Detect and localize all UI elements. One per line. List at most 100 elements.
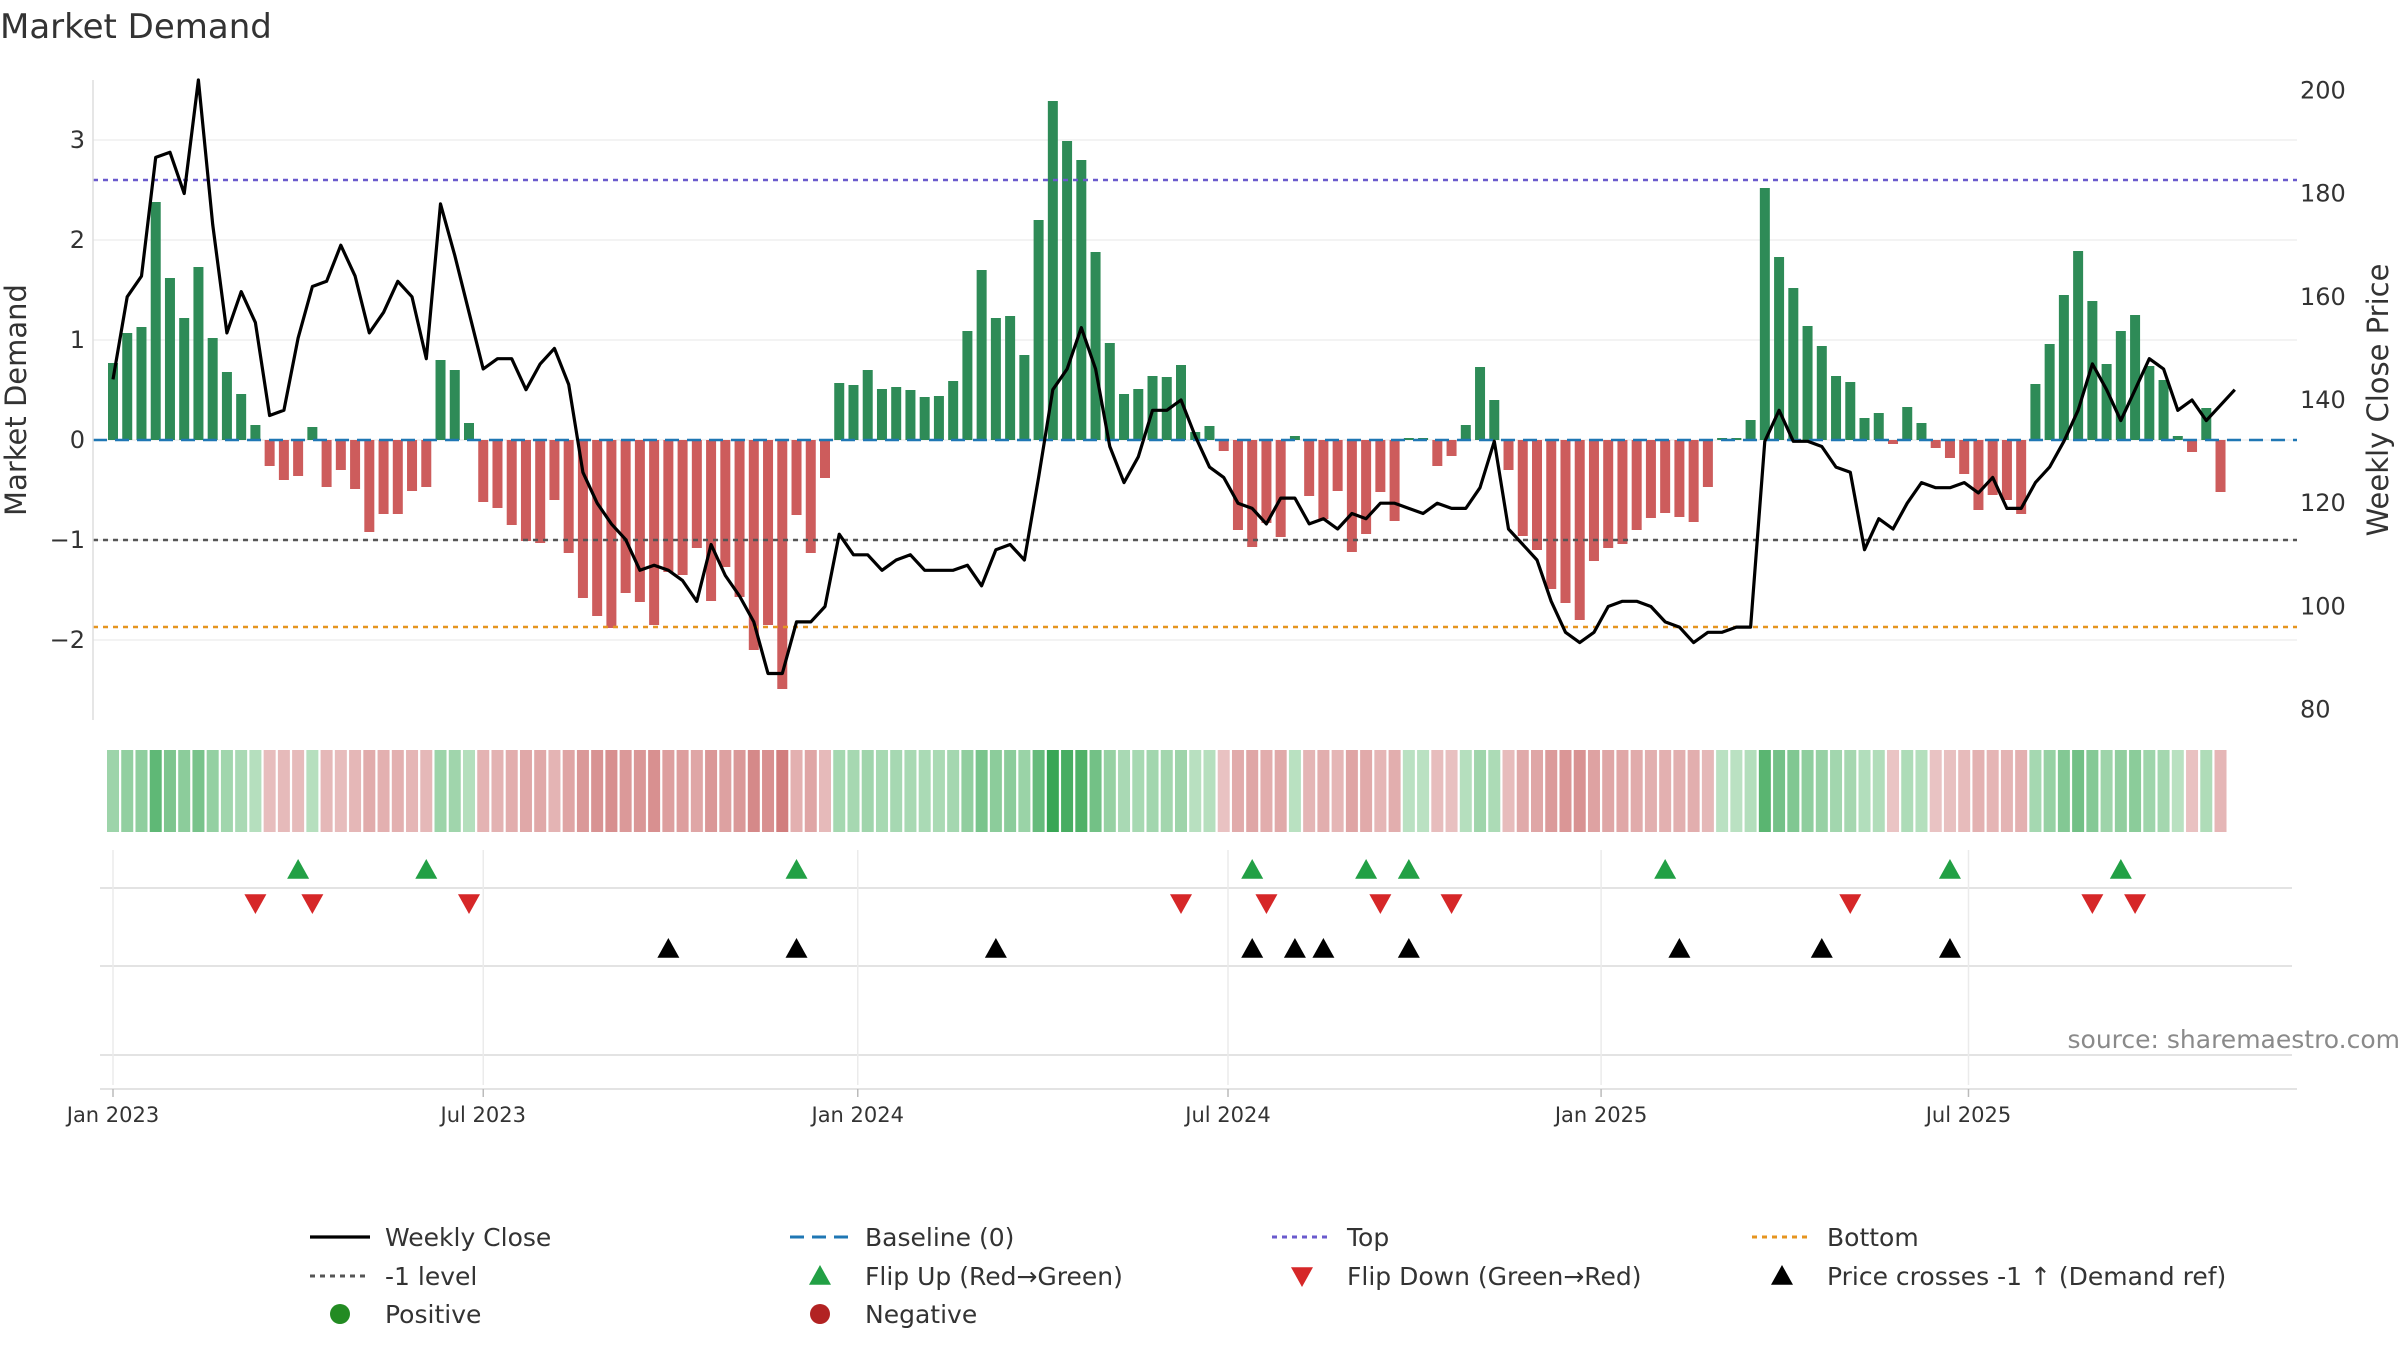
heat-cell [591, 750, 604, 832]
demand-bar [278, 440, 289, 480]
heat-cell [1146, 750, 1159, 832]
x-tick-label: Jul 2024 [1183, 1103, 1270, 1127]
legend-label: Price crosses -1 ↑ (Demand ref) [1827, 1262, 2226, 1291]
demand-bar [1261, 440, 1272, 523]
demand-bar [820, 440, 830, 478]
gridlines [93, 139, 2297, 641]
demand-bar [1774, 257, 1785, 440]
heat-cell [1616, 750, 1629, 832]
legend-label: Top [1346, 1223, 1389, 1252]
heat-cell [1331, 750, 1344, 832]
heat-cell [1744, 750, 1757, 832]
heat-cell [149, 750, 162, 832]
demand-bar [1532, 440, 1542, 550]
heat-cell [406, 750, 419, 832]
flip-down-marker [1255, 894, 1278, 914]
demand-bar [1332, 440, 1343, 491]
heat-cell [947, 750, 960, 832]
heat-cell [391, 750, 404, 832]
demand-bar [1603, 440, 1614, 548]
heat-cell [1644, 750, 1657, 832]
y2-tick-label: 140 [2300, 386, 2346, 414]
heat-cell [1459, 750, 1472, 832]
heat-cell [1217, 750, 1230, 832]
flip-down-marker [2081, 894, 2104, 914]
heat-cell [1061, 750, 1074, 832]
heat-cell [135, 750, 148, 832]
demand-bar [1119, 394, 1130, 440]
demand-bar [1503, 440, 1514, 470]
heat-cell [1901, 750, 1914, 832]
demand-bar [592, 440, 603, 616]
heat-cell [1417, 750, 1430, 832]
heat-cell [1445, 750, 1458, 832]
flip-up-marker [1938, 859, 1961, 879]
heat-cell [1246, 750, 1259, 832]
weekly-close-line [111, 78, 2236, 676]
demand-bar [250, 425, 261, 440]
demand-bar [1005, 316, 1016, 440]
heat-cell [1815, 750, 1828, 832]
demand-bar [1389, 440, 1400, 521]
demand-bar [1019, 355, 1030, 440]
demand-bar [748, 440, 759, 650]
x-tick-label: Jul 2025 [1924, 1103, 2011, 1127]
flip-up-marker [2109, 859, 2132, 879]
flip-down-marker [1839, 894, 1862, 914]
demand-bar [2158, 380, 2169, 440]
demand-bar [221, 372, 232, 440]
legend-label: Baseline (0) [865, 1223, 1014, 1252]
heat-cell [747, 750, 760, 832]
demand-bar [1688, 440, 1699, 522]
heat-cell [1872, 750, 1885, 832]
heat-cell [1360, 750, 1373, 832]
demand-bar [321, 440, 332, 487]
heat-cell [648, 750, 661, 832]
heat-cell [1730, 750, 1743, 832]
demand-bar [1973, 440, 1984, 510]
heat-cell [1132, 750, 1145, 832]
heat-cell [1032, 750, 1045, 832]
heat-cell [121, 750, 134, 832]
heat-cell [2000, 750, 2013, 832]
heat-cell [619, 750, 632, 832]
demand-bar [520, 440, 531, 541]
heat-cell [676, 750, 689, 832]
heat-cell [277, 750, 290, 832]
demand-bar [236, 394, 247, 440]
heat-cell [206, 750, 219, 832]
heat-cell [548, 750, 561, 832]
heat-cell [989, 750, 1002, 832]
heat-cell [1374, 750, 1387, 832]
heat-cell [662, 750, 675, 832]
demand-bar [1090, 252, 1101, 440]
demand-bar [1574, 440, 1585, 620]
price-cross-marker [1312, 938, 1335, 958]
demand-bar [207, 338, 218, 440]
demand-bar [691, 440, 702, 548]
heat-cell [1103, 750, 1116, 832]
heat-cell [434, 750, 447, 832]
demand-bar [1403, 438, 1414, 440]
x-tick-label: Jan 2025 [1553, 1103, 1648, 1127]
heat-cell [2214, 750, 2227, 832]
heat-cell [363, 750, 376, 832]
flip-down-marker [2124, 894, 2147, 914]
x-tick-label: Jul 2023 [439, 1103, 526, 1127]
heat-cell [1488, 750, 1501, 832]
heat-cell [847, 750, 860, 832]
heat-cell [633, 750, 646, 832]
heat-cell [263, 750, 276, 832]
legend-label: Bottom [1827, 1223, 1919, 1252]
flip-down-marker [244, 894, 267, 914]
heat-cell [1516, 750, 1529, 832]
demand-bar [1546, 440, 1557, 589]
heat-cell [1758, 750, 1771, 832]
y-tick-label: 1 [70, 326, 85, 354]
legend-label: Flip Up (Red→Green) [865, 1262, 1123, 1291]
heat-cell [975, 750, 988, 832]
price-line-layer [111, 78, 2236, 676]
demand-bar [2187, 440, 2198, 452]
demand-bar [1617, 440, 1628, 544]
demand-bar [876, 389, 887, 440]
